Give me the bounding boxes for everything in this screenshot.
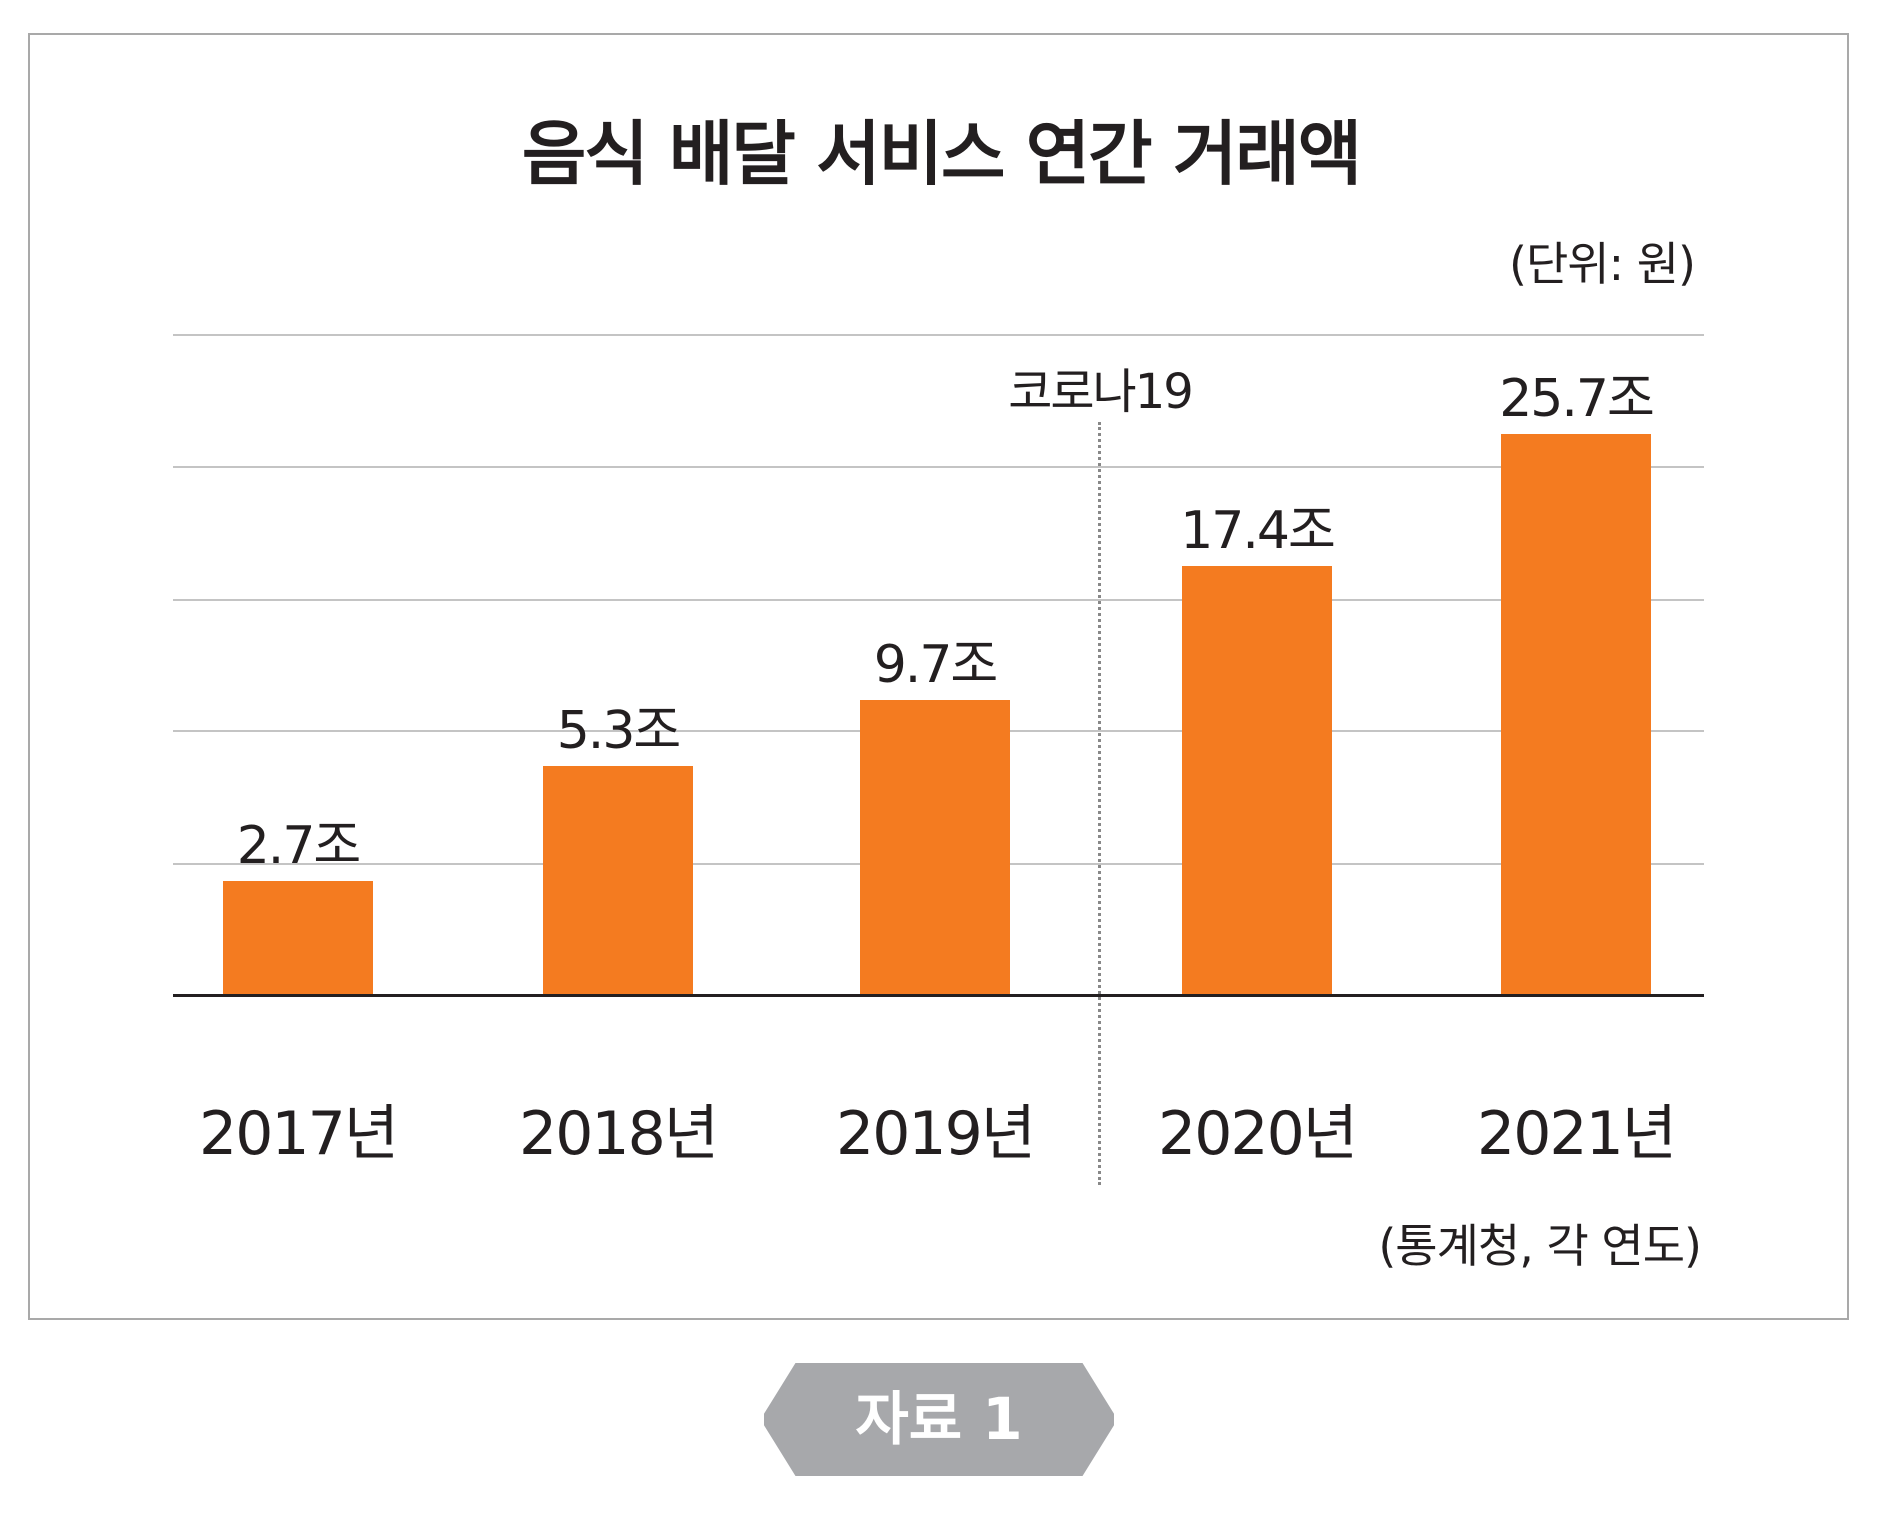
value-label: 9.7조 xyxy=(873,635,999,695)
badge-label: 자료 1 xyxy=(855,1385,1023,1453)
bar xyxy=(543,766,693,994)
source-note: (통계청, 각 연도) xyxy=(1378,1219,1702,1273)
bar xyxy=(1182,566,1332,994)
x-tick-label: 2019년 xyxy=(836,1099,1036,1169)
value-label: 5.3조 xyxy=(556,701,682,761)
bar xyxy=(1501,434,1651,994)
chart-title: 음식 배달 서비스 연간 거래액 xyxy=(521,113,1362,195)
x-tick-label: 2017년 xyxy=(199,1099,399,1169)
gridline xyxy=(173,334,1704,336)
covid-annotation: 코로나19 xyxy=(1008,364,1194,420)
bar xyxy=(860,700,1010,994)
gridline xyxy=(173,466,1704,468)
covid-divider-line xyxy=(1098,422,1101,1185)
unit-label: (단위: 원) xyxy=(1509,237,1696,291)
badge-shape xyxy=(764,1363,1114,1476)
x-tick-label: 2020년 xyxy=(1158,1099,1358,1169)
value-label: 2.7조 xyxy=(236,816,362,876)
value-label: 25.7조 xyxy=(1499,369,1655,429)
x-axis-line xyxy=(173,994,1704,997)
x-tick-label: 2018년 xyxy=(519,1099,719,1169)
gridline xyxy=(173,599,1704,601)
bar xyxy=(223,881,373,994)
chart-frame xyxy=(28,33,1849,1320)
x-tick-label: 2021년 xyxy=(1477,1099,1677,1169)
value-label: 17.4조 xyxy=(1180,501,1336,561)
